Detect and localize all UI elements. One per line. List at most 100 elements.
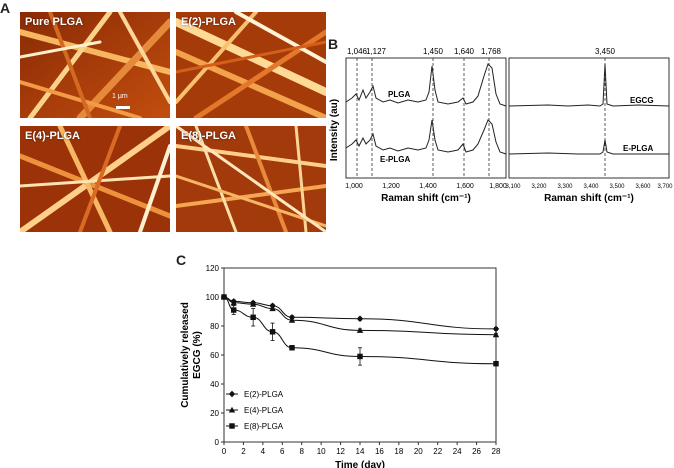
data-point-e-8-plga: [269, 329, 276, 335]
peak-label: 1,768: [481, 47, 502, 56]
trace-label: E-PLGA: [623, 144, 653, 153]
x-tick-label: 6: [280, 447, 285, 456]
y-tick-label: 80: [210, 322, 219, 331]
series-line-e-2-plga: [223, 296, 497, 330]
x-tick-label: 12: [336, 447, 345, 456]
afm-texture: [176, 126, 326, 232]
x-tick: 1,200: [382, 183, 400, 190]
trace-label: EGCG: [630, 96, 654, 105]
y-tick-label: 60: [210, 351, 219, 360]
y-tick-label: 40: [210, 380, 219, 389]
x-tick: 3,300: [557, 184, 573, 190]
chart-legend: E(2)-PLGA E(4)-PLGA E(8)-PLGA: [226, 390, 284, 431]
data-point-e-4-plga: [492, 331, 500, 338]
left-frame: [345, 57, 507, 179]
afm-label: E(2)-PLGA: [181, 16, 236, 28]
y-tick-label: 120: [206, 264, 220, 273]
raman-ylabel: Intensity (au): [329, 99, 340, 161]
chart-marks: [220, 293, 500, 367]
legend-marker: [229, 423, 235, 429]
panel-a-letter: A: [0, 0, 11, 16]
data-point-e-8-plga: [493, 360, 499, 367]
x-tick: 3,200: [531, 184, 547, 190]
data-point-e-8-plga: [230, 307, 237, 313]
spectrum-e-plga: [345, 119, 507, 155]
peak-label: 3,450: [595, 47, 616, 56]
data-point-e-2-plga: [492, 325, 500, 333]
legend-label: E(4)-PLGA: [244, 406, 284, 415]
trace-label: PLGA: [388, 90, 410, 99]
x-tick-label: 10: [317, 447, 326, 456]
legend-label: E(2)-PLGA: [244, 390, 284, 399]
x-tick: 1,000: [345, 183, 363, 190]
x-tick-label: 4: [261, 447, 266, 456]
left-peak-lines: [356, 58, 490, 178]
scale-bar-label: 1 μm: [112, 93, 128, 100]
raman-xlabel-right: Raman shift (cm⁻¹): [544, 193, 634, 204]
x-tick: 3,700: [657, 184, 673, 190]
right-frame: [508, 57, 670, 179]
data-point-e-8-plga: [221, 294, 227, 300]
data-point-e-8-plga: [289, 345, 295, 351]
raman-spectra: Intensity (au) 1,046 1,127 1,450 1,640 1…: [329, 47, 673, 204]
peak-label: 1,046: [347, 47, 368, 56]
afm-texture: [20, 126, 170, 232]
panel-b-letter: B: [328, 36, 339, 52]
x-tick-label: 22: [433, 447, 442, 456]
spectrum-plga: [345, 63, 507, 107]
afm-label: E(8)-PLGA: [181, 130, 236, 142]
afm-texture: [176, 12, 326, 118]
x-tick: 3,500: [609, 184, 625, 190]
spectrum-egcg: [508, 63, 670, 107]
trace-label: E-PLGA: [380, 155, 410, 164]
peak-label: 1,640: [454, 47, 475, 56]
scale-bar: [116, 106, 130, 109]
x-tick-label: 28: [492, 447, 501, 456]
data-point-e-4-plga: [356, 327, 364, 333]
y-tick-label: 0: [215, 438, 220, 447]
y-tick-label: 100: [206, 293, 220, 302]
peak-label: 1,450: [423, 47, 444, 56]
y-tick-label: 20: [210, 409, 219, 418]
data-point-e-8-plga: [357, 353, 363, 360]
data-point-e-4-plga: [269, 305, 276, 312]
x-tick-label: 8: [299, 447, 304, 456]
x-tick: 3,100: [505, 184, 521, 190]
data-point-e-4-plga: [249, 301, 257, 307]
afm-texture: [20, 12, 170, 118]
y-axis-label: Cumulatively released: [180, 302, 191, 408]
x-axis-label: Time (day): [335, 460, 385, 468]
x-tick: 3,400: [583, 184, 599, 190]
x-tick: 1,400: [419, 183, 437, 190]
x-tick-label: 20: [414, 447, 423, 456]
x-tick-label: 0: [222, 447, 227, 456]
x-tick-label: 24: [453, 447, 462, 456]
afm-label: E(4)-PLGA: [25, 130, 80, 142]
raman-xlabel-left: Raman shift (cm⁻¹): [381, 193, 471, 204]
x-tick: 1,800: [489, 183, 507, 190]
data-point-e-2-plga: [356, 315, 364, 322]
data-point-e-8-plga: [250, 314, 256, 321]
afm-image-e8-plga: E(8)-PLGA: [176, 126, 326, 232]
x-tick-label: 26: [472, 447, 481, 456]
x-tick-label: 18: [394, 447, 403, 456]
x-tick-label: 2: [241, 447, 246, 456]
panel-c-letter: C: [176, 252, 187, 268]
spectrum-e-plga-right: [508, 139, 669, 155]
data-point-e-4-plga: [230, 299, 237, 306]
legend-marker: [228, 390, 236, 398]
y-axis-label: EGCG (%): [192, 331, 203, 379]
legend-label: E(8)-PLGA: [244, 422, 284, 431]
afm-image-e2-plga: E(2)-PLGA: [176, 12, 326, 118]
peak-label: 1,127: [366, 47, 387, 56]
data-point-e-4-plga: [288, 317, 296, 323]
afm-label: Pure PLGA: [25, 16, 84, 28]
afm-image-pure-plga: Pure PLGA 1 μm: [20, 12, 170, 118]
x-tick: 1,600: [456, 183, 474, 190]
x-tick: 3,600: [635, 184, 651, 190]
legend-marker: [228, 406, 236, 413]
afm-image-e4-plga: E(4)-PLGA: [20, 126, 170, 232]
x-tick-label: 16: [375, 447, 384, 456]
